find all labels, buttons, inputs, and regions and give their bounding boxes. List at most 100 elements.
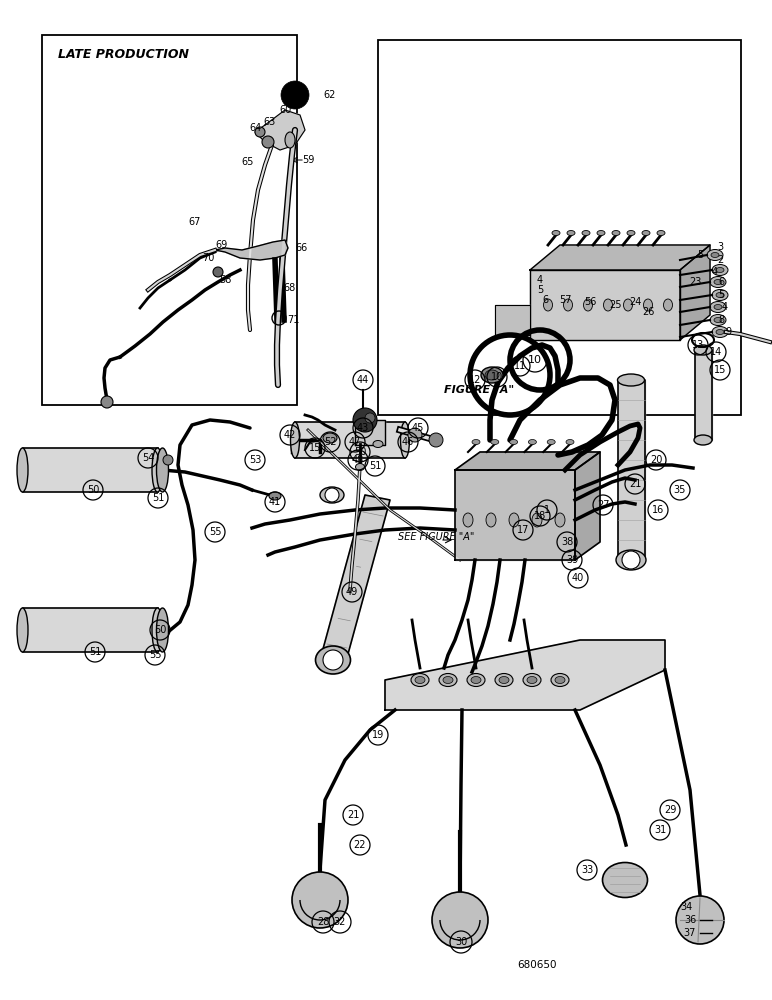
Polygon shape (455, 470, 575, 560)
Ellipse shape (528, 440, 537, 444)
Text: 1: 1 (544, 505, 550, 515)
Circle shape (365, 413, 375, 423)
Text: 9: 9 (725, 327, 731, 337)
Text: 36: 36 (684, 915, 696, 925)
Ellipse shape (710, 276, 726, 288)
Text: 6: 6 (542, 295, 548, 305)
Polygon shape (320, 495, 390, 665)
Text: 67: 67 (189, 217, 201, 227)
Ellipse shape (316, 646, 350, 674)
Circle shape (213, 267, 223, 277)
Ellipse shape (657, 231, 665, 235)
Ellipse shape (152, 448, 163, 492)
Ellipse shape (642, 231, 650, 235)
Text: 14: 14 (710, 347, 722, 357)
Polygon shape (575, 452, 600, 560)
Ellipse shape (714, 318, 722, 322)
Ellipse shape (527, 676, 537, 684)
Text: 37: 37 (684, 928, 696, 938)
Text: 69: 69 (216, 240, 228, 250)
Text: 49: 49 (346, 587, 358, 597)
Ellipse shape (411, 674, 429, 686)
Circle shape (163, 455, 173, 465)
Ellipse shape (401, 422, 409, 458)
Ellipse shape (320, 487, 344, 503)
Polygon shape (355, 420, 385, 445)
Text: 5: 5 (718, 290, 724, 300)
Polygon shape (215, 240, 288, 260)
Ellipse shape (644, 299, 652, 311)
Polygon shape (680, 245, 710, 340)
Ellipse shape (543, 299, 553, 311)
Ellipse shape (612, 231, 620, 235)
Text: SEE FIGURE "A": SEE FIGURE "A" (398, 532, 474, 542)
Ellipse shape (663, 299, 672, 311)
Text: 680650: 680650 (516, 960, 557, 970)
Ellipse shape (712, 326, 728, 338)
Text: 34: 34 (680, 902, 692, 912)
Text: 64: 64 (249, 123, 261, 133)
Text: 15: 15 (309, 443, 321, 453)
Ellipse shape (567, 231, 575, 235)
Polygon shape (295, 422, 405, 458)
Ellipse shape (694, 435, 712, 445)
Polygon shape (695, 350, 712, 440)
Text: 63: 63 (264, 117, 276, 127)
Text: 56: 56 (584, 297, 596, 307)
Circle shape (292, 872, 348, 928)
Ellipse shape (710, 302, 726, 312)
Ellipse shape (551, 674, 569, 686)
Circle shape (255, 127, 265, 137)
Ellipse shape (355, 464, 364, 471)
Text: 24: 24 (629, 297, 642, 307)
Text: 35: 35 (674, 485, 686, 495)
Text: 10: 10 (528, 355, 542, 365)
Text: 55: 55 (208, 527, 222, 537)
Text: 23: 23 (689, 277, 701, 287)
Text: 11: 11 (514, 361, 527, 371)
Ellipse shape (597, 231, 605, 235)
Circle shape (429, 433, 443, 447)
Ellipse shape (618, 374, 645, 386)
Bar (378, 40, 741, 415)
Text: 17: 17 (516, 525, 529, 535)
Ellipse shape (616, 550, 646, 570)
Text: 32: 32 (334, 917, 346, 927)
Ellipse shape (481, 367, 503, 383)
Ellipse shape (486, 513, 496, 527)
Text: 5: 5 (697, 250, 703, 260)
Ellipse shape (495, 674, 513, 686)
Text: 55: 55 (149, 650, 161, 660)
Ellipse shape (532, 513, 542, 527)
Text: 5: 5 (537, 285, 543, 295)
Text: LATE PRODUCTION: LATE PRODUCTION (58, 48, 189, 61)
Ellipse shape (627, 231, 635, 235)
Text: 3: 3 (717, 242, 723, 252)
Ellipse shape (710, 314, 726, 326)
Polygon shape (255, 110, 305, 150)
Text: 51: 51 (369, 461, 381, 471)
Text: 29: 29 (664, 805, 676, 815)
Text: 31: 31 (654, 825, 666, 835)
Text: 21: 21 (629, 479, 642, 489)
Ellipse shape (269, 492, 281, 500)
Text: 40: 40 (572, 573, 584, 583)
Text: 44: 44 (357, 375, 369, 385)
Polygon shape (22, 608, 157, 652)
Text: 50: 50 (354, 447, 366, 457)
Text: FIGURE "A": FIGURE "A" (444, 385, 513, 395)
Text: 13: 13 (692, 340, 704, 350)
Text: 58: 58 (218, 275, 231, 285)
Text: 59: 59 (302, 155, 314, 165)
Text: 42: 42 (284, 430, 296, 440)
Ellipse shape (510, 440, 517, 444)
Text: 15: 15 (714, 365, 726, 375)
Circle shape (262, 136, 274, 148)
Ellipse shape (716, 292, 724, 298)
Text: 22: 22 (354, 840, 366, 850)
Circle shape (325, 488, 339, 502)
Ellipse shape (584, 299, 592, 311)
Text: 27: 27 (597, 500, 609, 510)
Polygon shape (385, 640, 665, 710)
Ellipse shape (564, 299, 573, 311)
